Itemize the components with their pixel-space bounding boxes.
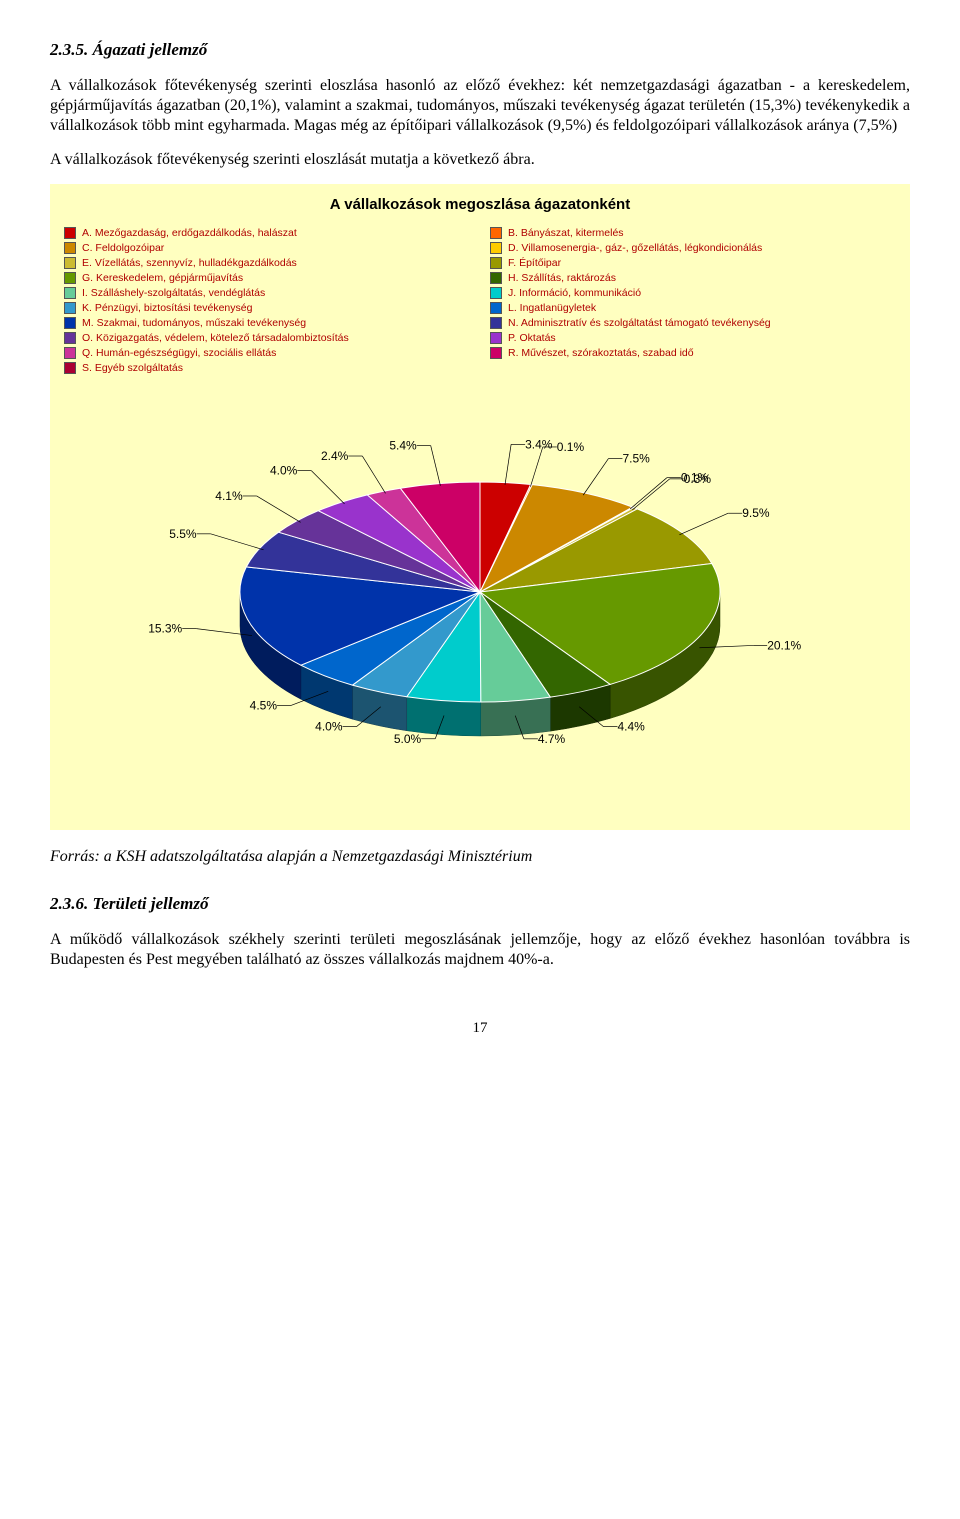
- legend-label: Q. Humán-egészségügyi, szociális ellátás: [82, 347, 276, 359]
- legend-swatch: [490, 347, 502, 359]
- legend-swatch: [64, 332, 76, 344]
- legend-label: O. Közigazgatás, védelem, kötelező társa…: [82, 332, 349, 344]
- legend-swatch: [64, 287, 76, 299]
- section-235-heading: 2.3.5. Ágazati jellemző: [50, 40, 910, 60]
- legend-label: A. Mezőgazdaság, erdőgazdálkodás, halász…: [82, 227, 297, 239]
- pie-data-label: 4.7%: [538, 732, 566, 746]
- legend-label: R. Művészet, szórakoztatás, szabad idő: [508, 347, 694, 359]
- section-236-paragraph-1: A működő vállalkozások székhely szerinti…: [50, 930, 910, 970]
- chart-source: Forrás: a KSH adatszolgáltatása alapján …: [50, 848, 910, 866]
- legend-label: H. Szállítás, raktározás: [508, 272, 616, 284]
- pie-data-label: 0.3%: [684, 472, 712, 486]
- legend-item: D. Villamosenergia-, gáz-, gőzellátás, l…: [490, 242, 896, 254]
- legend-item: G. Kereskedelem, gépjárműjavítás: [64, 272, 470, 284]
- pie-data-label: 7.5%: [622, 452, 650, 466]
- legend-label: S. Egyéb szolgáltatás: [82, 362, 183, 374]
- pie-data-label: 15.3%: [148, 622, 182, 636]
- legend-item: M. Szakmai, tudományos, műszaki tevékeny…: [64, 317, 470, 329]
- legend-label: M. Szakmai, tudományos, műszaki tevékeny…: [82, 317, 306, 329]
- chart-title: A vállalkozások megoszlása ágazatonként: [64, 196, 896, 213]
- legend-swatch: [64, 257, 76, 269]
- legend-swatch: [64, 362, 76, 374]
- legend-swatch: [64, 242, 76, 254]
- legend-item: O. Közigazgatás, védelem, kötelező társa…: [64, 332, 470, 344]
- legend-label: I. Szálláshely-szolgáltatás, vendéglátás: [82, 287, 265, 299]
- pie-data-label: 4.0%: [270, 464, 298, 478]
- legend-item: E. Vízellátás, szennyvíz, hulladékgazdál…: [64, 257, 470, 269]
- pie-data-label: 5.0%: [394, 732, 422, 746]
- legend-item: Q. Humán-egészségügyi, szociális ellátás: [64, 347, 470, 359]
- legend-label: B. Bányászat, kitermelés: [508, 227, 624, 239]
- legend-swatch: [490, 257, 502, 269]
- legend-item: N. Adminisztratív és szolgáltatást támog…: [490, 317, 896, 329]
- legend-item: K. Pénzügyi, biztosítási tevékenység: [64, 302, 470, 314]
- legend-label: K. Pénzügyi, biztosítási tevékenység: [82, 302, 252, 314]
- legend-label: L. Ingatlanügyletek: [508, 302, 596, 314]
- pie-data-label: 4.1%: [215, 489, 243, 503]
- legend-item: I. Szálláshely-szolgáltatás, vendéglátás: [64, 287, 470, 299]
- legend-swatch: [490, 287, 502, 299]
- section-236-heading: 2.3.6. Területi jellemző: [50, 894, 910, 914]
- legend-label: J. Információ, kommunikáció: [508, 287, 641, 299]
- legend-item: L. Ingatlanügyletek: [490, 302, 896, 314]
- legend-item: F. Építőipar: [490, 257, 896, 269]
- section-235-paragraph-2: A vállalkozások főtevékenység szerinti e…: [50, 150, 910, 170]
- pie-data-label: 3.4%: [525, 437, 553, 451]
- pie-data-label: 9.5%: [742, 506, 770, 520]
- pie-data-label: 20.1%: [767, 638, 801, 652]
- legend-label: E. Vízellátás, szennyvíz, hulladékgazdál…: [82, 257, 297, 269]
- section-235-paragraph-1: A vállalkozások főtevékenység szerinti e…: [50, 76, 910, 136]
- legend-swatch: [490, 302, 502, 314]
- sector-pie-chart: A vállalkozások megoszlása ágazatonként …: [50, 184, 910, 830]
- legend-swatch: [490, 227, 502, 239]
- legend-label: D. Villamosenergia-, gáz-, gőzellátás, l…: [508, 242, 762, 254]
- pie-data-label: 4.4%: [617, 720, 645, 734]
- legend-label: F. Építőipar: [508, 257, 561, 269]
- legend-item: R. Művészet, szórakoztatás, szabad idő: [490, 347, 896, 359]
- legend-label: C. Feldolgozóipar: [82, 242, 164, 254]
- pie-data-label: 2.4%: [321, 449, 349, 463]
- legend-item: J. Információ, kommunikáció: [490, 287, 896, 299]
- legend-item: C. Feldolgozóipar: [64, 242, 470, 254]
- legend-item: P. Oktatás: [490, 332, 896, 344]
- legend-swatch: [64, 347, 76, 359]
- legend-label: P. Oktatás: [508, 332, 556, 344]
- legend-swatch: [64, 317, 76, 329]
- legend-label: N. Adminisztratív és szolgáltatást támog…: [508, 317, 771, 329]
- pie-data-label: 4.0%: [315, 720, 343, 734]
- pie-data-label: 4.5%: [250, 698, 278, 712]
- legend-swatch: [64, 227, 76, 239]
- legend-label: G. Kereskedelem, gépjárműjavítás: [82, 272, 243, 284]
- pie-data-label: 5.5%: [169, 527, 197, 541]
- legend-swatch: [64, 302, 76, 314]
- legend-swatch: [64, 272, 76, 284]
- legend-swatch: [490, 272, 502, 284]
- legend-item: B. Bányászat, kitermelés: [490, 227, 896, 239]
- legend-swatch: [490, 332, 502, 344]
- legend-item: A. Mezőgazdaság, erdőgazdálkodás, halász…: [64, 227, 470, 239]
- pie-data-label: 5.4%: [389, 439, 417, 453]
- legend-swatch: [490, 317, 502, 329]
- chart-legend: A. Mezőgazdaság, erdőgazdálkodás, halász…: [64, 227, 896, 374]
- pie-data-label: 0.1%: [557, 440, 585, 454]
- legend-item: S. Egyéb szolgáltatás: [64, 362, 470, 374]
- legend-swatch: [490, 242, 502, 254]
- legend-item: H. Szállítás, raktározás: [490, 272, 896, 284]
- page-number: 17: [50, 1020, 910, 1037]
- pie-chart-svg: 3.4%0.1%7.5%0.1%0.3%9.5%20.1%4.4%4.7%5.0…: [70, 392, 890, 812]
